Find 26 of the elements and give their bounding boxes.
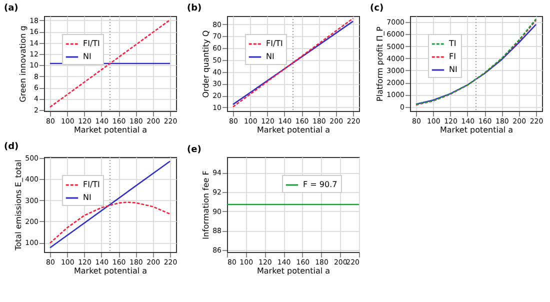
y-axis-title: Green innovation g (18, 26, 28, 102)
legend-label: NI (449, 65, 458, 74)
chart-title: (e) (187, 145, 202, 155)
legend-label: NI (83, 193, 92, 202)
legend-label: TI (448, 39, 456, 48)
y-axis-title: Total emissions E_total (14, 160, 24, 252)
y-axis-title: Platform profit Π_P (376, 26, 385, 102)
x-axis-title: Market potential a (74, 266, 148, 276)
x-axis-title: Market potential a (256, 266, 330, 276)
x-axis-title: Market potential a (74, 126, 148, 134)
legend-label: NI (83, 52, 92, 61)
legend-label: F = 90.7 (303, 180, 338, 189)
y-axis-title: Information fee F (202, 170, 211, 240)
chart-title: (d) (4, 142, 19, 152)
chart-title: (b) (187, 4, 202, 14)
x-axis-title: Market potential a (440, 126, 514, 134)
line-series (49, 202, 171, 244)
chart-title: (a) (4, 4, 18, 14)
chart-title: (c) (370, 4, 384, 14)
x-axis-title: Market potential a (256, 126, 330, 134)
legend-label: FI/TI (266, 39, 283, 48)
legend-label: FI/TI (83, 39, 100, 48)
legend-label: FI/TI (83, 180, 100, 189)
y-axis-title: Order quantity Q (202, 30, 211, 98)
legend-label: FI (449, 52, 456, 61)
legend-label: NI (266, 52, 274, 61)
